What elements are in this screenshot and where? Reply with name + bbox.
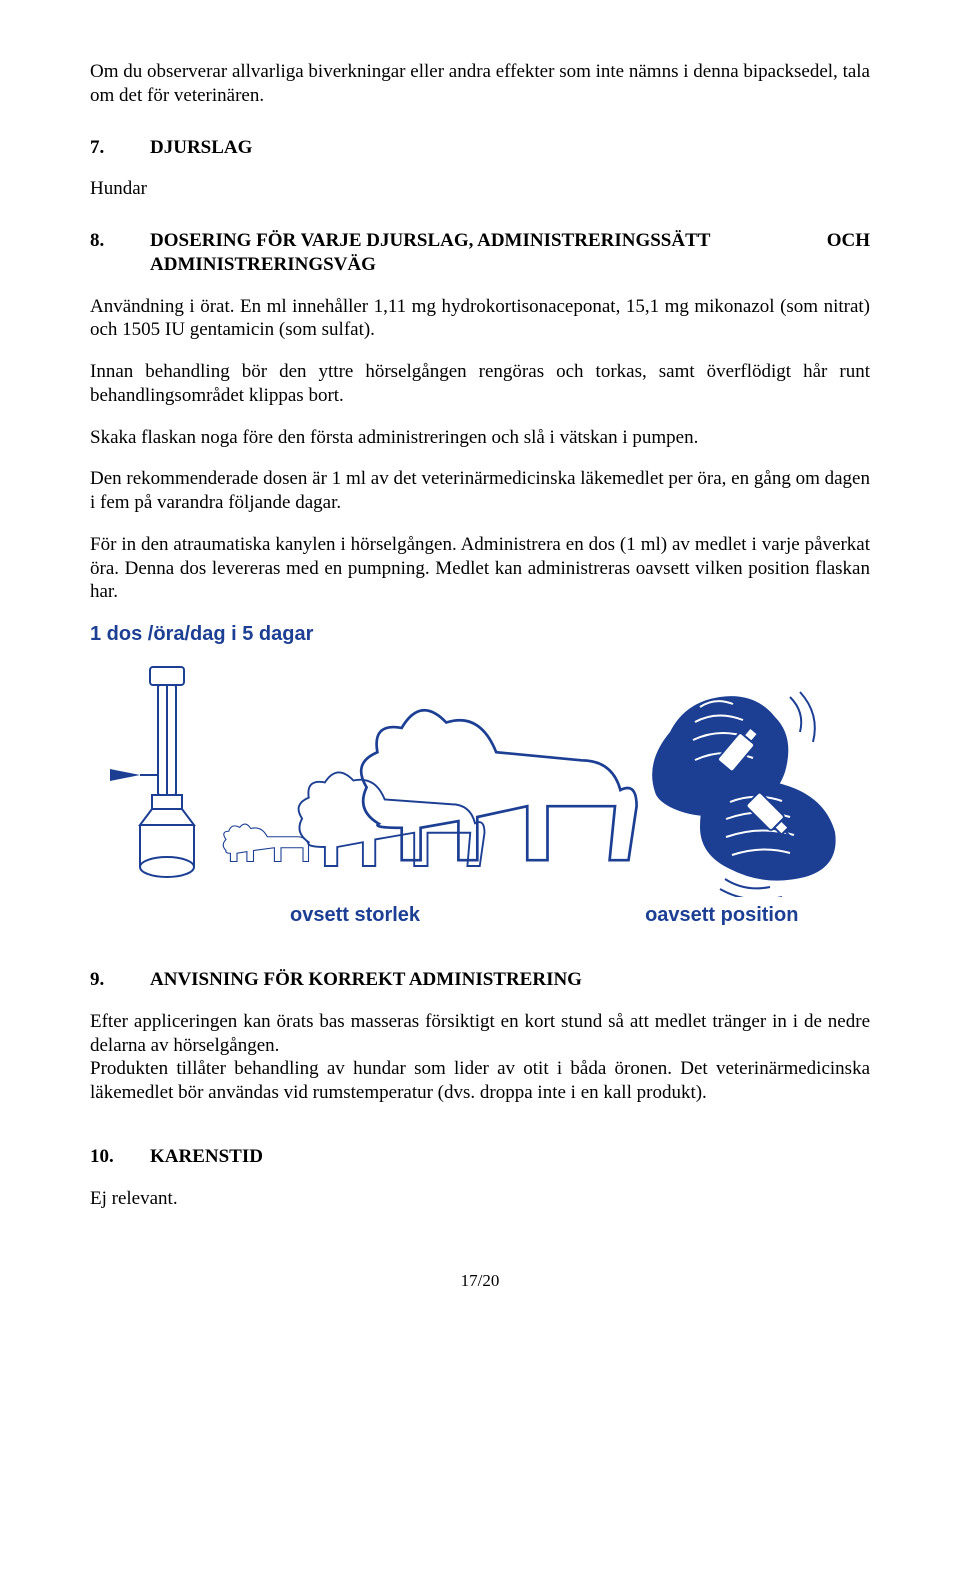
section-number: 10. xyxy=(90,1145,150,1169)
illustration-block: 1 dos /öra/dag i 5 dagar xyxy=(90,622,870,928)
section-8-p1: Användning i örat. En ml innehåller 1,11… xyxy=(90,295,870,343)
section-8-p4: Den rekommenderade dosen är 1 ml av det … xyxy=(90,467,870,515)
section-9-p2: Produkten tillåter behandling av hundar … xyxy=(90,1057,870,1105)
section-number: 7. xyxy=(90,136,150,160)
section-7-heading: 7. DJURSLAG xyxy=(90,136,870,160)
section-title: KARENSTID xyxy=(150,1145,263,1169)
section-8-p3: Skaka flaskan noga före den första admin… xyxy=(90,426,870,450)
section-title: DJURSLAG xyxy=(150,136,252,160)
section-8-line2: ADMINISTRERINGSVÄG xyxy=(150,253,870,277)
illustration-title: 1 dos /öra/dag i 5 dagar xyxy=(90,622,870,647)
page-number: 17/20 xyxy=(90,1270,870,1291)
section-number: 8. xyxy=(90,229,150,253)
section-9-heading: 9. ANVISNING FÖR KORREKT ADMINISTRERING xyxy=(90,968,870,992)
section-8-line1-right: OCH xyxy=(827,229,870,253)
section-7-body: Hundar xyxy=(90,177,870,201)
caption-left: ovsett storlek xyxy=(290,903,420,928)
section-8-p5: För in den atraumatiska kanylen i hörsel… xyxy=(90,533,870,604)
section-8-line1-left: DOSERING FÖR VARJE DJURSLAG, ADMINISTRER… xyxy=(150,230,710,251)
section-8-p2: Innan behandling bör den yttre hörselgån… xyxy=(90,360,870,408)
document-page: Om du observerar allvarliga biverkningar… xyxy=(0,0,960,1332)
section-number: 9. xyxy=(90,968,150,992)
section-9-p1: Efter appliceringen kan örats bas masser… xyxy=(90,1010,870,1058)
section-10-body: Ej relevant. xyxy=(90,1187,870,1211)
section-title: ANVISNING FÖR KORREKT ADMINISTRERING xyxy=(150,968,582,992)
caption-right: oavsett position xyxy=(645,903,798,928)
dosage-illustration xyxy=(90,657,870,897)
illustration-captions: ovsett storlek oavsett position xyxy=(90,903,870,928)
section-8-heading: 8.DOSERING FÖR VARJE DJURSLAG, ADMINISTR… xyxy=(90,229,870,277)
intro-paragraph: Om du observerar allvarliga biverkningar… xyxy=(90,60,870,108)
section-10-heading: 10. KARENSTID xyxy=(90,1145,870,1169)
